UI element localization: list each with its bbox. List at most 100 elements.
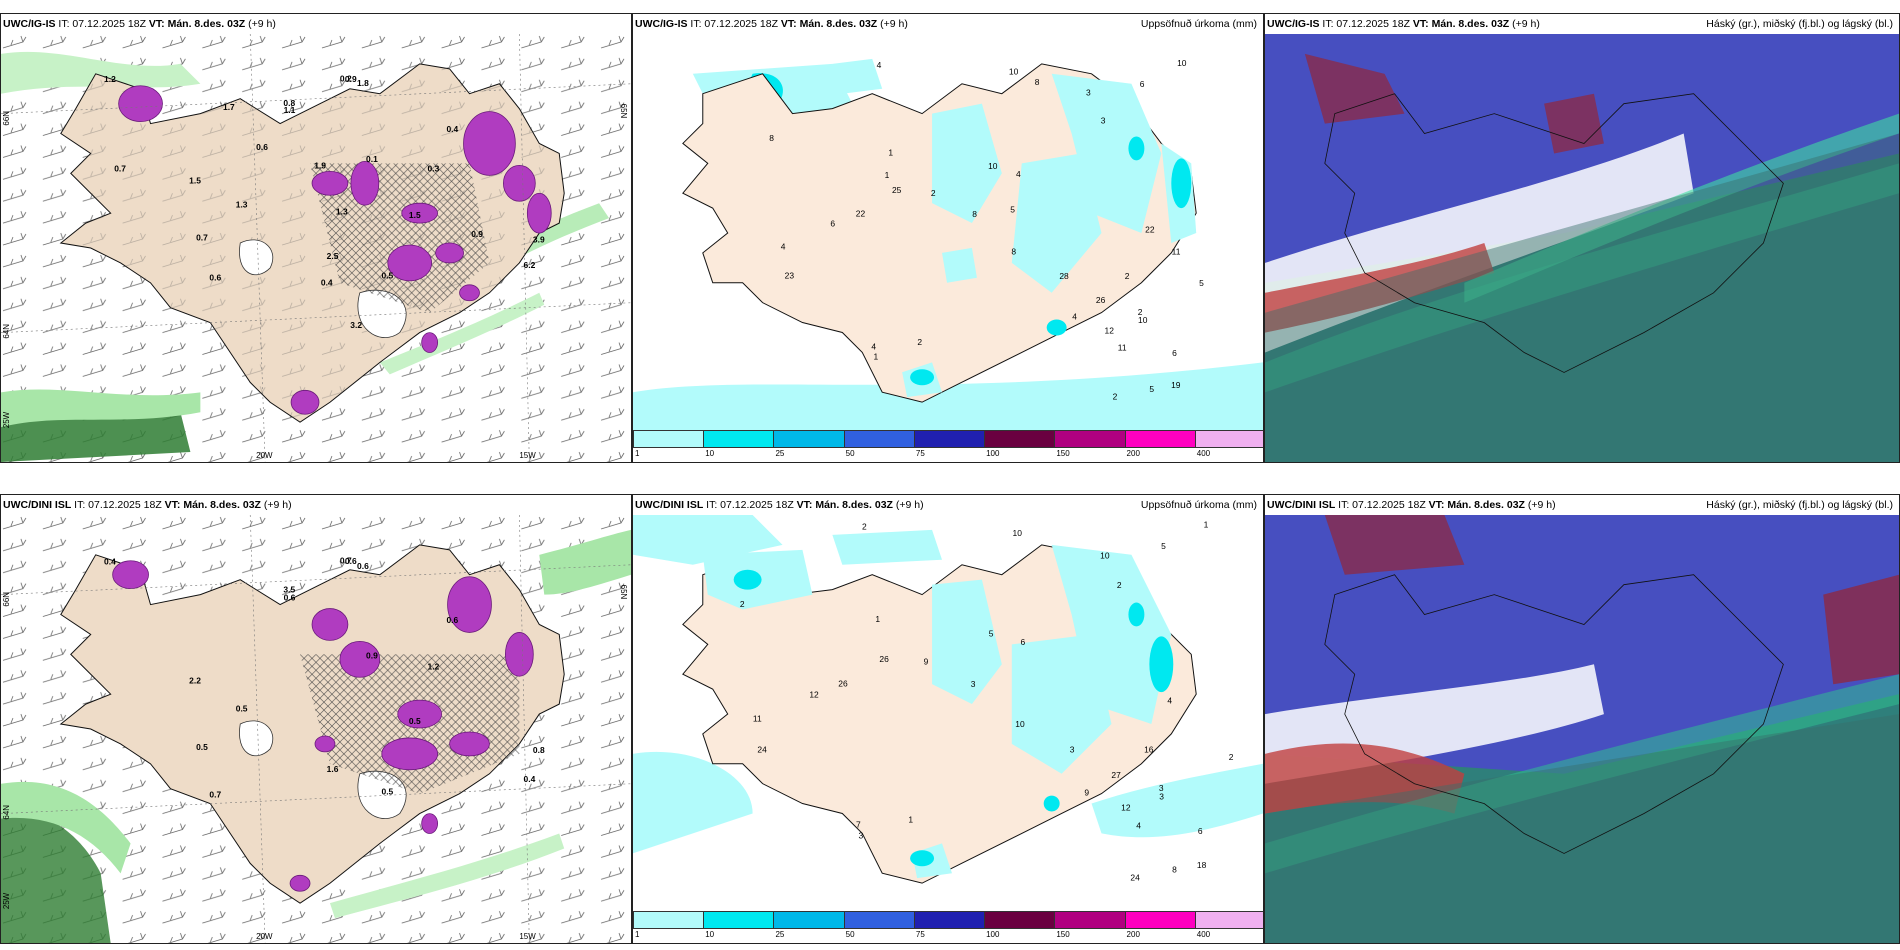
colorbar-segment xyxy=(843,430,915,448)
colorbar-tick-label: 400 xyxy=(1196,930,1211,939)
colorbar-segment xyxy=(913,911,986,929)
map-value-label: 0.9 xyxy=(366,651,378,661)
map-value-label: 9 xyxy=(1084,788,1089,798)
cloud-map xyxy=(1265,34,1899,462)
init-time: IT: 07.12.2025 18Z xyxy=(74,499,162,511)
map-value-label: 0.4 xyxy=(524,774,536,784)
map-value-label: 23 xyxy=(785,271,795,281)
map-value-label: 18 xyxy=(1197,860,1207,870)
map-value-label: 5 xyxy=(1199,278,1204,288)
map-value-label: 5 xyxy=(989,628,994,638)
map-value-label: 3 xyxy=(971,679,976,689)
map-value-label: 1.2 xyxy=(428,661,440,671)
cloud-map xyxy=(1265,515,1899,943)
colorbar-tick-label: 1 xyxy=(635,449,640,458)
colorbar-segment xyxy=(1054,430,1126,448)
colorbar-tick-label: 25 xyxy=(775,930,785,939)
map-value-label: 2 xyxy=(931,188,936,198)
map-value-label: 0.4 xyxy=(104,556,116,566)
map-value-label: 2 xyxy=(917,337,922,347)
model-name: UWC/DINI ISL xyxy=(635,499,704,511)
map-value-label: 0.5 xyxy=(236,703,248,713)
colorbar-tick-label: 100 xyxy=(986,930,1000,939)
colorbar-tick-label: 200 xyxy=(1126,449,1140,458)
colorbar-tick-label: 1 xyxy=(635,930,640,939)
init-time: IT: 07.12.2025 18Z xyxy=(706,499,794,511)
panel-header: UWC/DINI ISL IT: 07.12.2025 18Z VT: Mán.… xyxy=(1265,495,1899,515)
map-value-label: 10 xyxy=(1012,528,1022,538)
init-time: IT: 07.12.2025 18Z xyxy=(58,18,146,30)
init-time: IT: 07.12.2025 18Z xyxy=(1338,499,1426,511)
colorbar-segment xyxy=(1194,911,1263,929)
map-value-label: 5 xyxy=(1010,204,1015,214)
map-value-label: 24 xyxy=(1130,872,1140,882)
wind-map: 20W 15W 66N 64N 25W 65N 0.5 0.6 0.7 2.2 0.8 1… xyxy=(1,515,631,943)
map-value-label: 2.5 xyxy=(327,251,339,261)
model-name: UWC/DINI ISL xyxy=(3,499,72,511)
map-value-label: 28 xyxy=(1059,271,1069,281)
wind-precip-panel-row1: UWC/IG-IS IT: 07.12.2025 18Z VT: Mán. 8.… xyxy=(0,13,632,463)
map-value-label: 3.2 xyxy=(350,320,362,330)
map-value-label: 3 xyxy=(1159,783,1164,793)
map-value-label: 7 xyxy=(856,820,861,830)
map-value-label: 10 xyxy=(1177,58,1187,68)
colorbar-segment xyxy=(633,911,705,929)
map-value-label: 27 xyxy=(1111,770,1121,780)
map-value-label: 1.6 xyxy=(327,764,339,774)
valid-time: VT: Mán. 8.des. 03Z xyxy=(796,499,893,511)
colorbar-segment xyxy=(1124,430,1196,448)
cloud-map-svg xyxy=(1265,515,1899,943)
colorbar-segment xyxy=(984,430,1056,448)
map-value-label: 4 xyxy=(1016,169,1021,179)
map-value-label: 2 xyxy=(1138,307,1143,317)
map-value-label: 0.6 xyxy=(345,556,357,566)
cloud-title: Háský (gr.), miðský (fj.bl.) og lágský (… xyxy=(1706,18,1893,30)
colorbar-segment xyxy=(913,430,986,448)
cloud-panel-row1: UWC/IG-IS IT: 07.12.2025 18Z VT: Mán. 8.… xyxy=(1264,13,1900,463)
lat-label-65n: 65N xyxy=(619,585,628,600)
map-value-label: 10 xyxy=(1009,67,1019,77)
wind-map: 20W 15W 66N 64N 25W 65N 0.5 0.9 0.6 1.5 3.9 2… xyxy=(1,34,631,462)
map-value-label: 2 xyxy=(740,599,745,609)
map-value-label: 0.8 xyxy=(533,745,545,755)
lead-time: (+9 h) xyxy=(1527,499,1556,511)
init-time: IT: 07.12.2025 18Z xyxy=(1322,18,1410,30)
valid-time: VT: Mán. 8.des. 03Z xyxy=(780,18,878,30)
map-value-label: 2 xyxy=(1113,391,1118,401)
lead-time: (+9 h) xyxy=(1512,18,1540,30)
map-value-label: 3 xyxy=(1086,87,1091,97)
wind-map-svg: 20W 15W 66N 64N 25W 65N 0.5 0.9 0.6 1.5 3.9 2… xyxy=(1,34,631,462)
colorbar-segment xyxy=(1194,430,1263,448)
map-value-label: 0.9 xyxy=(471,229,483,239)
colorbar-tick-label: 150 xyxy=(1056,449,1070,458)
map-value-label: 1 xyxy=(874,352,879,362)
map-value-label: 1 xyxy=(875,614,880,624)
colorbar-tick-label: 75 xyxy=(915,930,925,939)
colorbar-tick-label: 50 xyxy=(845,449,855,458)
lon-label-15w: 15W xyxy=(519,932,536,941)
map-value-label: 0.4 xyxy=(321,278,333,288)
map-value-label: 1.7 xyxy=(223,102,235,112)
map-value-label: 0.4 xyxy=(446,124,458,134)
precip-map-svg: 3324161034211232697101826242726168122119… xyxy=(633,515,1263,911)
map-value-label: 4 xyxy=(1167,696,1172,706)
map-value-label: 6 xyxy=(1172,348,1177,358)
map-value-label: 1.5 xyxy=(189,175,201,185)
map-value-label: 12 xyxy=(809,689,819,699)
map-value-label: 11 xyxy=(753,714,762,724)
colorbar-segment xyxy=(1124,911,1196,929)
map-value-label: 1.3 xyxy=(236,199,248,209)
map-value-label: 10 xyxy=(1138,315,1148,325)
map-value-label: 10 xyxy=(1100,550,1110,560)
map-value-label: 1.2 xyxy=(104,74,116,84)
map-value-label: 1.5 xyxy=(409,210,421,220)
map-value-label: 1 xyxy=(885,170,890,180)
lat-label-66n: 66N xyxy=(2,592,11,607)
map-value-label: 11 xyxy=(1172,246,1181,256)
map-value-label: 2 xyxy=(1117,580,1122,590)
wind-map-svg: 20W 15W 66N 64N 25W 65N 0.50.60.72.20.81… xyxy=(1,515,631,943)
model-name: UWC/DINI ISL xyxy=(1267,499,1336,511)
lon-label-20w: 20W xyxy=(256,451,273,460)
precip-colorbar: 1 10 25 50 75 100 150 200 400 xyxy=(633,911,1263,941)
valid-time: VT: Mán. 8.des. 03Z xyxy=(1428,499,1525,511)
